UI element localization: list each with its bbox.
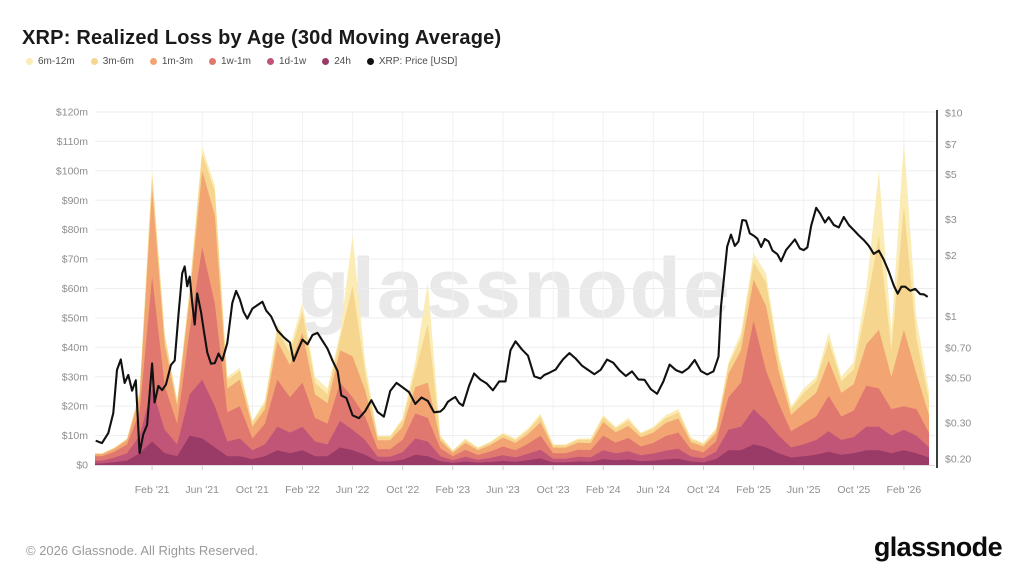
legend-swatch-icon: [149, 58, 157, 65]
x-axis-label: Feb '22: [285, 484, 320, 496]
area-band-1d-1w: [95, 379, 929, 465]
legend-swatch-icon: [266, 58, 274, 65]
legend-swatch-icon: [26, 58, 33, 65]
left-axis-label: $40m: [62, 342, 89, 354]
x-axis-label: Feb '26: [887, 484, 922, 496]
x-axis-label: Jun '21: [185, 484, 219, 496]
x-axis-label: Oct '21: [236, 484, 269, 496]
left-axis-label: $60m: [62, 283, 89, 295]
left-axis-label: $30m: [62, 371, 89, 383]
left-axis-label: $20m: [62, 401, 89, 413]
right-axis-label: $3: [945, 214, 957, 226]
legend-label: XRP: Price [USD]: [378, 56, 458, 67]
x-axis-label: Jun '25: [787, 484, 821, 496]
legend-label: 24h: [334, 56, 351, 67]
x-axis-label: Oct '22: [386, 484, 419, 496]
right-axis-label: $5: [945, 169, 957, 181]
left-axis-label: $50m: [62, 312, 89, 324]
legend-item-24h[interactable]: 24h: [322, 56, 351, 67]
copyright-text: © 2026 Glassnode. All Rights Reserved.: [26, 543, 259, 558]
left-axis-label: $70m: [62, 254, 89, 266]
legend-label: 1m-3m: [161, 56, 193, 67]
legend-swatch-icon: [366, 58, 374, 65]
right-axis-label: $0.30: [945, 418, 971, 430]
x-axis-label: Oct '23: [537, 484, 570, 496]
page-title: XRP: Realized Loss by Age (30d Moving Av…: [22, 27, 502, 50]
chart-legend: 6m-12m 3m-6m 1m-3m 1w-1m 1d-1w 24h XRP: Price …: [26, 56, 457, 67]
x-axis-label: Feb '23: [435, 484, 470, 496]
x-axis-label: Feb '25: [736, 484, 771, 496]
x-axis-label: Jun '24: [637, 484, 671, 496]
legend-item-3m-6m[interactable]: 3m-6m: [90, 56, 134, 67]
x-axis-label: Oct '24: [687, 484, 720, 496]
x-axis-label: Feb '24: [586, 484, 621, 496]
legend-label: 1d-1w: [278, 56, 307, 67]
left-axis-label: $80m: [62, 224, 89, 236]
glassnode-logo: glassnode: [873, 532, 1003, 562]
x-axis-label: Jun '23: [486, 484, 520, 496]
left-axis-label: $110m: [57, 136, 89, 148]
right-axis-label: $0.20: [945, 454, 971, 466]
legend-swatch-icon: [90, 58, 98, 65]
legend-item-1w-1m[interactable]: 1w-1m: [208, 56, 251, 67]
left-axis-label: $100m: [56, 165, 88, 177]
area-band-24h: [95, 435, 929, 465]
legend-item-6m-12m[interactable]: 6m-12m: [26, 56, 75, 67]
x-axis-label: Feb '21: [135, 484, 170, 496]
legend-item-xrp-price-usd-[interactable]: XRP: Price [USD]: [366, 56, 458, 67]
right-axis-label: $2: [945, 250, 957, 262]
x-axis-label: Oct '25: [837, 484, 870, 496]
right-axis-label: $7: [945, 139, 957, 151]
left-axis-label: $10m: [62, 430, 89, 442]
left-axis-label: $120m: [56, 107, 88, 119]
right-axis-label: $0.70: [945, 343, 971, 355]
legend-label: 6m-12m: [38, 56, 75, 67]
legend-label: 1w-1m: [220, 56, 251, 67]
area-band-1w-1m: [95, 247, 929, 465]
legend-swatch-icon: [322, 58, 330, 65]
left-axis-label: $90m: [62, 195, 89, 207]
legend-item-1m-3m[interactable]: 1m-3m: [149, 56, 193, 67]
right-axis-label: $0.50: [945, 373, 971, 385]
right-axis-label: $10: [945, 108, 963, 120]
xrp-price-line: [95, 206, 929, 455]
legend-swatch-icon: [208, 58, 216, 65]
x-axis-label: Jun '22: [336, 484, 370, 496]
right-axis-label: $1: [945, 311, 957, 323]
legend-item-1d-1w[interactable]: 1d-1w: [266, 56, 307, 67]
legend-label: 3m-6m: [102, 56, 134, 67]
left-axis-label: $0: [76, 460, 88, 472]
